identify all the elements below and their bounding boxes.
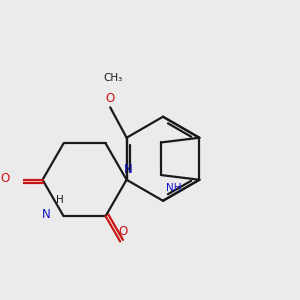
Text: H: H	[56, 195, 64, 205]
Text: O: O	[106, 92, 115, 105]
Text: N: N	[124, 163, 133, 176]
Text: O: O	[0, 172, 9, 185]
Text: N: N	[42, 208, 51, 221]
Text: O: O	[118, 225, 128, 238]
Text: CH₃: CH₃	[103, 73, 123, 83]
Text: NH: NH	[166, 183, 182, 193]
